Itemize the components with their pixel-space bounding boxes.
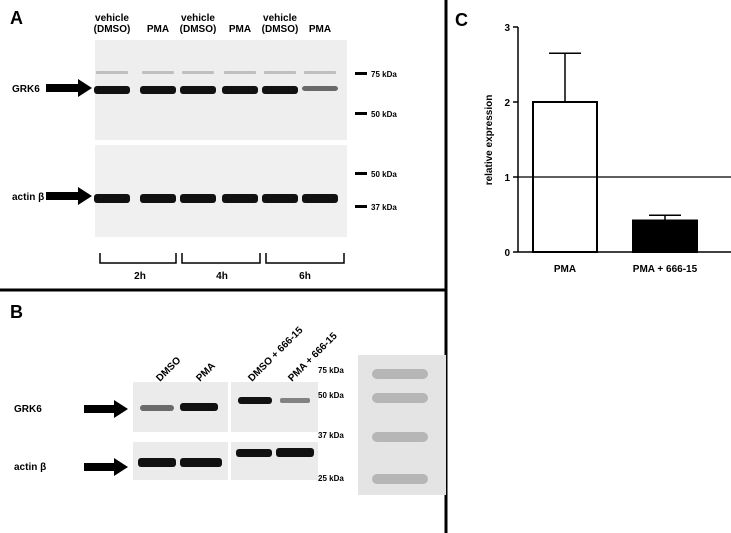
y-tick-label: 0 bbox=[504, 248, 510, 259]
marker-label: 50 kDa bbox=[318, 391, 344, 400]
blot bbox=[231, 382, 318, 432]
band bbox=[224, 71, 256, 74]
band bbox=[180, 458, 222, 467]
x-tick-label: PMA bbox=[554, 264, 576, 275]
arrow bbox=[84, 400, 128, 418]
y-tick-label: 2 bbox=[504, 98, 510, 109]
lane-label: PMA bbox=[147, 24, 169, 35]
lane-label: (DMSO) bbox=[180, 24, 217, 35]
blot bbox=[231, 442, 318, 480]
band bbox=[140, 194, 176, 203]
marker-tick bbox=[355, 172, 367, 175]
protein-label: GRK6 bbox=[14, 404, 42, 415]
blot bbox=[95, 145, 347, 237]
marker-label: 75 kDa bbox=[318, 366, 344, 375]
band bbox=[140, 86, 176, 94]
band bbox=[280, 398, 310, 403]
band bbox=[304, 71, 336, 74]
marker-label: 37 kDa bbox=[318, 431, 344, 440]
bracket bbox=[99, 253, 345, 264]
band bbox=[94, 86, 130, 94]
marker-tick bbox=[355, 205, 367, 208]
band bbox=[96, 71, 128, 74]
panel-label: A bbox=[10, 8, 23, 28]
lane-label: PMA bbox=[229, 24, 251, 35]
band bbox=[262, 194, 298, 203]
protein-label: actin β bbox=[12, 192, 44, 203]
timepoint-label: 4h bbox=[216, 271, 228, 282]
marker-label: 25 kDa bbox=[318, 474, 344, 483]
ladder-band bbox=[372, 432, 428, 442]
band bbox=[180, 194, 216, 203]
y-tick-label: 3 bbox=[504, 23, 510, 34]
marker-label: 50 kDa bbox=[371, 170, 397, 179]
marker-label: 75 kDa bbox=[371, 70, 397, 79]
bar bbox=[632, 219, 698, 253]
lane-label: (DMSO) bbox=[262, 24, 299, 35]
ladder-band bbox=[372, 393, 428, 403]
lane-label: vehicle bbox=[95, 13, 129, 24]
protein-label: actin β bbox=[14, 462, 46, 473]
arrow bbox=[46, 187, 92, 205]
lane-label: (DMSO) bbox=[94, 24, 131, 35]
arrow bbox=[46, 79, 92, 97]
lane-label: PMA bbox=[194, 361, 218, 385]
lane-label: PMA bbox=[309, 24, 331, 35]
arrow bbox=[84, 458, 128, 476]
band bbox=[180, 86, 216, 94]
lane-label: DMSO bbox=[154, 355, 183, 384]
ladder-band bbox=[372, 474, 428, 484]
band bbox=[222, 86, 258, 94]
band bbox=[236, 449, 272, 457]
band bbox=[140, 405, 174, 411]
timepoint-label: 6h bbox=[299, 271, 311, 282]
band bbox=[182, 71, 214, 74]
band bbox=[142, 71, 174, 74]
y-axis-label: relative expression bbox=[484, 95, 495, 186]
y-tick-label: 1 bbox=[504, 173, 510, 184]
panel-label: C bbox=[455, 10, 468, 30]
marker-tick bbox=[355, 112, 367, 115]
bands bbox=[94, 71, 338, 203]
band bbox=[222, 194, 258, 203]
band bbox=[276, 448, 314, 457]
band bbox=[94, 194, 130, 203]
marker-label: 37 kDa bbox=[371, 203, 397, 212]
lane-label: vehicle bbox=[181, 13, 215, 24]
band bbox=[262, 86, 298, 94]
band bbox=[238, 397, 272, 404]
ladder-band bbox=[372, 369, 428, 379]
protein-label: GRK6 bbox=[12, 84, 40, 95]
x-tick-label: PMA + 666-15 bbox=[633, 264, 698, 275]
band bbox=[180, 403, 218, 411]
band bbox=[302, 86, 338, 91]
band bbox=[302, 194, 338, 203]
bar-chart: PMA PMA + 666-15 0 1 2 3 bbox=[504, 23, 731, 275]
panel-label: B bbox=[10, 302, 23, 322]
lane-label: vehicle bbox=[263, 13, 297, 24]
timepoint-label: 2h bbox=[134, 271, 146, 282]
band bbox=[138, 458, 176, 467]
band bbox=[264, 71, 296, 74]
marker-label: 50 kDa bbox=[371, 110, 397, 119]
marker-tick bbox=[355, 72, 367, 75]
